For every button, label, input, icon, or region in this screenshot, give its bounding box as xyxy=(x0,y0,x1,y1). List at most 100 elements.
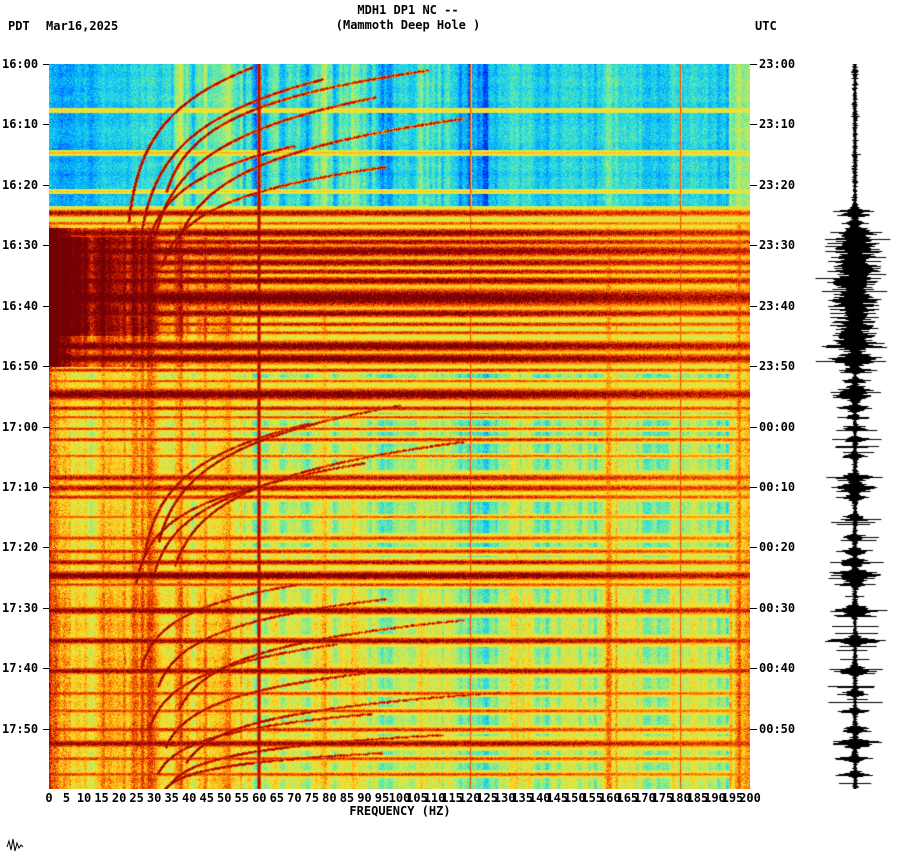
timezone-left-label: PDT xyxy=(8,19,30,33)
utc-tick-mark xyxy=(750,124,757,125)
pdt-tick-mark xyxy=(43,608,49,609)
freq-tick-label: 90 xyxy=(357,791,372,805)
pdt-tick-label: 17:00 xyxy=(2,419,39,434)
freq-tick-label: 145 xyxy=(546,791,569,805)
pdt-tick-label: 16:00 xyxy=(2,57,39,71)
plot-title: MDH1 DP1 NC -- (Mammoth Deep Hole ) xyxy=(0,3,816,33)
utc-tick-mark xyxy=(750,668,757,669)
pdt-tick-mark xyxy=(43,729,49,730)
pdt-tick-mark xyxy=(43,185,49,186)
freq-tick-label: 160 xyxy=(598,791,621,805)
freq-tick-label: 45 xyxy=(199,791,214,805)
freq-tick-label: 170 xyxy=(634,791,656,805)
freq-tick-label: 75 xyxy=(304,791,320,805)
seismogram-trace-canvas xyxy=(812,64,900,789)
freq-tick-label: 110 xyxy=(423,791,446,805)
freq-tick-label: 130 xyxy=(493,791,516,805)
utc-tick-label: 23:40 xyxy=(759,298,796,313)
pdt-tick-mark xyxy=(43,547,49,548)
utc-tick-mark xyxy=(750,487,757,488)
utc-tick-mark xyxy=(750,608,757,609)
pdt-tick-label: 16:50 xyxy=(2,359,39,374)
pdt-tick-mark xyxy=(43,366,49,367)
pdt-tick-mark xyxy=(43,427,49,428)
freq-tick-label: 115 xyxy=(441,791,463,805)
freq-tick-label: 35 xyxy=(164,791,179,805)
freq-tick-label: 55 xyxy=(234,791,249,805)
utc-tick-mark xyxy=(750,366,757,367)
pdt-tick-mark xyxy=(43,245,49,246)
freq-tick-label: 105 xyxy=(406,791,428,805)
freq-tick-label: 195 xyxy=(721,791,744,805)
utc-tick-label: 00:00 xyxy=(759,419,796,434)
utc-tick-label: 00:20 xyxy=(759,540,796,555)
pdt-tick-label: 16:40 xyxy=(2,298,39,313)
utc-tick-label: 00:40 xyxy=(759,661,796,676)
utc-tick-label: 00:30 xyxy=(759,600,796,615)
freq-tick-label: 15 xyxy=(94,791,109,805)
frequency-axis-label: FREQUENCY (HZ) xyxy=(349,804,451,818)
freq-tick-label: 135 xyxy=(511,791,534,805)
pdt-tick-mark xyxy=(43,668,49,669)
tiny-seismogram-squiggle-icon xyxy=(6,838,24,852)
freq-tick-label: 0 xyxy=(45,791,53,805)
spectrogram-canvas xyxy=(49,64,750,789)
freq-tick-label: 95 xyxy=(374,791,390,805)
freq-tick-label: 120 xyxy=(458,791,481,805)
utc-tick-label: 23:30 xyxy=(759,238,796,253)
utc-tick-mark xyxy=(750,547,757,548)
freq-tick-label: 150 xyxy=(563,791,586,805)
freq-tick-label: 70 xyxy=(287,791,302,805)
freq-tick-label: 40 xyxy=(181,791,197,805)
pdt-tick-label: 17:40 xyxy=(2,661,39,676)
freq-tick-label: 185 xyxy=(686,791,709,805)
freq-tick-label: 20 xyxy=(111,791,127,805)
utc-tick-label: 23:20 xyxy=(759,177,796,192)
utc-tick-mark xyxy=(750,185,757,186)
utc-tick-mark xyxy=(750,64,757,65)
freq-tick-label: 140 xyxy=(528,791,551,805)
freq-tick-label: 180 xyxy=(669,791,691,805)
pdt-tick-label: 17:20 xyxy=(2,540,39,555)
utc-tick-label: 23:10 xyxy=(759,117,796,132)
station-subtitle: (Mammoth Deep Hole ) xyxy=(335,18,481,32)
pdt-tick-mark xyxy=(43,306,49,307)
station-title: MDH1 DP1 NC -- xyxy=(357,3,459,17)
freq-tick-label: 175 xyxy=(651,791,674,805)
freq-tick-label: 85 xyxy=(339,791,355,805)
pdt-tick-label: 16:30 xyxy=(2,238,39,253)
freq-tick-label: 25 xyxy=(129,791,144,805)
freq-tick-label: 50 xyxy=(217,791,232,805)
freq-tick-label: 200 xyxy=(739,791,761,805)
utc-tick-label: 00:10 xyxy=(759,479,796,494)
pdt-tick-mark xyxy=(43,124,49,125)
utc-tick-label: 00:50 xyxy=(759,721,796,736)
utc-tick-label: 23:00 xyxy=(759,57,796,71)
utc-tick-mark xyxy=(750,729,757,730)
freq-tick-label: 60 xyxy=(252,791,267,805)
freq-tick-label: 10 xyxy=(76,791,92,805)
pdt-tick-mark xyxy=(43,64,49,65)
pdt-tick-label: 17:50 xyxy=(2,721,39,736)
pdt-tick-label: 17:10 xyxy=(2,479,39,494)
pdt-tick-label: 17:30 xyxy=(2,600,39,615)
freq-tick-label: 65 xyxy=(269,791,285,805)
timezone-right-label: UTC xyxy=(755,19,777,33)
freq-tick-label: 100 xyxy=(388,791,411,805)
pdt-tick-label: 16:10 xyxy=(2,117,39,132)
pdt-tick-mark xyxy=(43,487,49,488)
freq-tick-label: 155 xyxy=(581,791,604,805)
utc-tick-mark xyxy=(750,427,757,428)
freq-tick-label: 165 xyxy=(616,791,639,805)
freq-tick-label: 80 xyxy=(322,791,337,805)
utc-tick-label: 23:50 xyxy=(759,359,796,374)
pdt-tick-label: 16:20 xyxy=(2,177,39,192)
utc-tick-mark xyxy=(750,245,757,246)
utc-tick-mark xyxy=(750,306,757,307)
freq-tick-label: 190 xyxy=(704,791,726,805)
freq-tick-label: 125 xyxy=(476,791,498,805)
date-label: Mar16,2025 xyxy=(46,19,119,33)
freq-tick-label: 30 xyxy=(146,791,162,805)
freq-tick-label: 5 xyxy=(62,791,71,805)
